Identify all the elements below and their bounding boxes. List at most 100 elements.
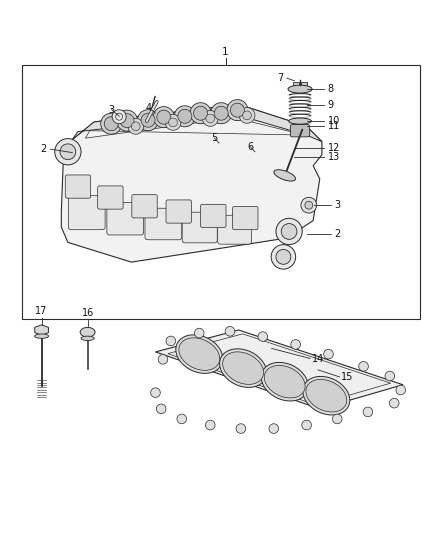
Text: 1: 1 [222,47,229,57]
Circle shape [230,103,244,117]
Circle shape [396,385,406,395]
Ellipse shape [306,379,347,412]
Circle shape [104,117,118,131]
FancyBboxPatch shape [132,195,157,218]
Polygon shape [61,104,322,262]
Circle shape [359,361,368,371]
Text: 5: 5 [212,133,218,143]
Circle shape [169,118,177,127]
Circle shape [301,197,317,213]
Circle shape [305,201,313,209]
Circle shape [166,336,176,346]
Text: 16: 16 [81,308,94,318]
Circle shape [206,114,215,123]
Circle shape [158,354,168,364]
Circle shape [157,110,171,124]
Circle shape [271,245,296,269]
Circle shape [156,404,166,414]
Circle shape [177,414,187,424]
Text: 10: 10 [328,116,340,126]
Circle shape [276,219,302,245]
Circle shape [190,103,211,124]
Ellipse shape [35,334,49,338]
Ellipse shape [179,338,220,370]
Polygon shape [72,104,322,142]
Circle shape [324,349,333,359]
Circle shape [385,371,395,381]
Circle shape [239,108,255,123]
Bar [293,82,299,87]
Ellipse shape [81,336,94,341]
Circle shape [281,223,297,239]
Text: 3: 3 [109,104,115,115]
FancyBboxPatch shape [290,125,310,137]
Ellipse shape [219,349,267,387]
Circle shape [60,144,76,159]
Ellipse shape [288,85,312,93]
Text: 3: 3 [334,200,340,210]
Text: 17: 17 [35,305,48,316]
Circle shape [55,139,81,165]
Circle shape [269,424,279,433]
Circle shape [389,398,399,408]
Text: 9: 9 [328,100,334,110]
FancyBboxPatch shape [107,203,144,235]
Bar [301,82,307,87]
Text: 8: 8 [328,84,334,94]
Ellipse shape [80,327,95,337]
Circle shape [302,420,311,430]
FancyBboxPatch shape [201,204,226,228]
FancyBboxPatch shape [65,175,91,198]
Text: 6: 6 [247,142,254,152]
Circle shape [151,388,160,398]
Text: 12: 12 [328,143,340,154]
Ellipse shape [264,366,305,398]
FancyBboxPatch shape [145,208,182,240]
Ellipse shape [223,352,264,384]
Circle shape [138,110,159,131]
Circle shape [117,110,138,131]
Text: 13: 13 [328,152,340,162]
Circle shape [243,111,251,120]
Text: 4: 4 [146,103,152,113]
Circle shape [258,332,268,342]
Circle shape [236,424,246,433]
Circle shape [131,122,140,131]
Circle shape [202,110,218,126]
Circle shape [276,249,291,264]
Circle shape [332,414,342,424]
Circle shape [291,340,300,349]
Ellipse shape [274,169,296,181]
Circle shape [120,114,134,128]
Text: 14: 14 [312,354,324,364]
Text: 2: 2 [334,229,340,239]
Circle shape [112,110,126,124]
Bar [22,65,420,319]
Circle shape [141,113,155,127]
Text: 7: 7 [277,73,283,83]
Circle shape [194,106,208,120]
Circle shape [101,113,122,134]
Circle shape [194,328,204,338]
FancyBboxPatch shape [218,215,251,244]
Ellipse shape [289,118,311,124]
Circle shape [178,109,192,123]
FancyBboxPatch shape [166,200,191,223]
Ellipse shape [176,335,223,374]
Circle shape [225,327,235,336]
Circle shape [128,118,144,134]
Circle shape [214,106,228,120]
Circle shape [227,100,248,120]
FancyBboxPatch shape [233,206,258,230]
Text: 15: 15 [341,373,353,382]
Text: 11: 11 [328,122,340,131]
FancyBboxPatch shape [182,212,217,243]
Circle shape [174,106,195,127]
Circle shape [211,103,232,124]
Circle shape [363,407,373,417]
Circle shape [153,107,174,128]
FancyBboxPatch shape [98,186,123,209]
Circle shape [165,115,181,130]
Polygon shape [155,330,403,409]
Ellipse shape [261,362,308,401]
